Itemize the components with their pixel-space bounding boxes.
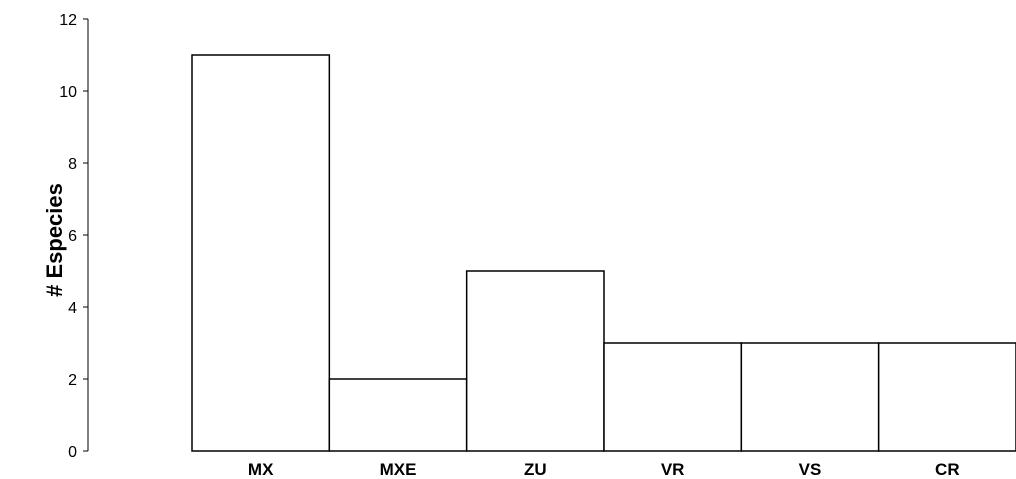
x-category-label: VR: [661, 460, 685, 479]
x-category-label: ZU: [524, 460, 547, 479]
bar-vr: [603, 342, 743, 452]
x-category-label: CR: [935, 460, 960, 479]
bar-mx: [191, 54, 331, 452]
y-tick-label: 8: [68, 156, 77, 173]
bar-cr: [877, 342, 1016, 452]
y-axis-title: # Especies: [42, 183, 67, 297]
bar-vs: [740, 342, 880, 452]
y-tick-label: 10: [59, 84, 77, 101]
y-tick-label: 4: [68, 300, 77, 317]
x-category-label: MX: [248, 460, 274, 479]
y-tick-label: 12: [59, 12, 77, 29]
y-tick-label: 2: [68, 372, 77, 389]
x-category-label: VS: [799, 460, 822, 479]
x-category-label: MXE: [380, 460, 417, 479]
x-axis-labels: MX MXE ZU VR VS CR: [248, 460, 960, 479]
bars: [191, 54, 1016, 452]
bar-zu: [465, 270, 605, 452]
y-axis: 0 2 4 6 8 10 12: [59, 12, 89, 461]
y-tick-label: 6: [68, 228, 77, 245]
y-tick-label: 0: [68, 444, 77, 461]
bar-mxe: [328, 378, 468, 452]
